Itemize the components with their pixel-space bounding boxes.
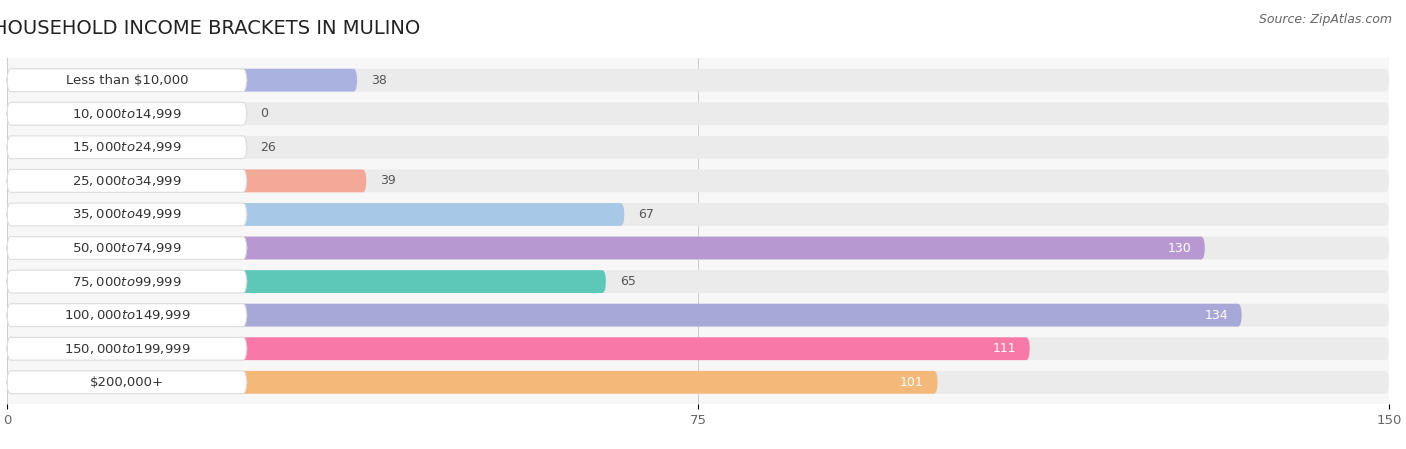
FancyBboxPatch shape [7, 203, 1389, 226]
Text: 39: 39 [380, 174, 396, 187]
FancyBboxPatch shape [7, 237, 1389, 260]
Text: HOUSEHOLD INCOME BRACKETS IN MULINO: HOUSEHOLD INCOME BRACKETS IN MULINO [0, 18, 420, 38]
FancyBboxPatch shape [7, 270, 1389, 293]
FancyBboxPatch shape [7, 304, 1241, 326]
FancyBboxPatch shape [7, 237, 246, 260]
FancyBboxPatch shape [7, 69, 357, 92]
Text: 111: 111 [993, 342, 1017, 355]
FancyBboxPatch shape [7, 102, 1389, 125]
Text: $50,000 to $74,999: $50,000 to $74,999 [72, 241, 181, 255]
Text: 38: 38 [371, 74, 387, 87]
Text: 130: 130 [1167, 242, 1191, 255]
FancyBboxPatch shape [7, 270, 246, 293]
FancyBboxPatch shape [7, 304, 246, 326]
Text: Source: ZipAtlas.com: Source: ZipAtlas.com [1258, 13, 1392, 26]
Text: $100,000 to $149,999: $100,000 to $149,999 [63, 308, 190, 322]
Text: $25,000 to $34,999: $25,000 to $34,999 [72, 174, 181, 188]
Text: 134: 134 [1205, 308, 1227, 321]
FancyBboxPatch shape [7, 237, 1205, 260]
Text: 65: 65 [620, 275, 636, 288]
FancyBboxPatch shape [7, 69, 1389, 92]
FancyBboxPatch shape [7, 136, 1389, 159]
Text: $15,000 to $24,999: $15,000 to $24,999 [72, 141, 181, 154]
FancyBboxPatch shape [7, 169, 367, 192]
FancyBboxPatch shape [7, 337, 246, 360]
FancyBboxPatch shape [7, 169, 246, 192]
FancyBboxPatch shape [7, 371, 1389, 394]
FancyBboxPatch shape [7, 337, 1389, 360]
FancyBboxPatch shape [7, 136, 246, 159]
Text: 26: 26 [260, 141, 276, 154]
Text: 101: 101 [900, 376, 924, 389]
Text: $150,000 to $199,999: $150,000 to $199,999 [63, 342, 190, 356]
Text: $200,000+: $200,000+ [90, 376, 165, 389]
Text: $75,000 to $99,999: $75,000 to $99,999 [72, 275, 181, 289]
FancyBboxPatch shape [7, 337, 1029, 360]
FancyBboxPatch shape [7, 203, 246, 226]
Text: $35,000 to $49,999: $35,000 to $49,999 [72, 207, 181, 221]
FancyBboxPatch shape [7, 371, 938, 394]
FancyBboxPatch shape [7, 136, 246, 159]
Text: Less than $10,000: Less than $10,000 [66, 74, 188, 87]
FancyBboxPatch shape [7, 169, 1389, 192]
FancyBboxPatch shape [7, 304, 1389, 326]
Text: 67: 67 [638, 208, 654, 221]
FancyBboxPatch shape [7, 102, 246, 125]
Text: $10,000 to $14,999: $10,000 to $14,999 [72, 107, 181, 121]
FancyBboxPatch shape [7, 203, 624, 226]
FancyBboxPatch shape [7, 69, 246, 92]
FancyBboxPatch shape [7, 270, 606, 293]
FancyBboxPatch shape [7, 371, 246, 394]
Text: 0: 0 [260, 107, 269, 120]
